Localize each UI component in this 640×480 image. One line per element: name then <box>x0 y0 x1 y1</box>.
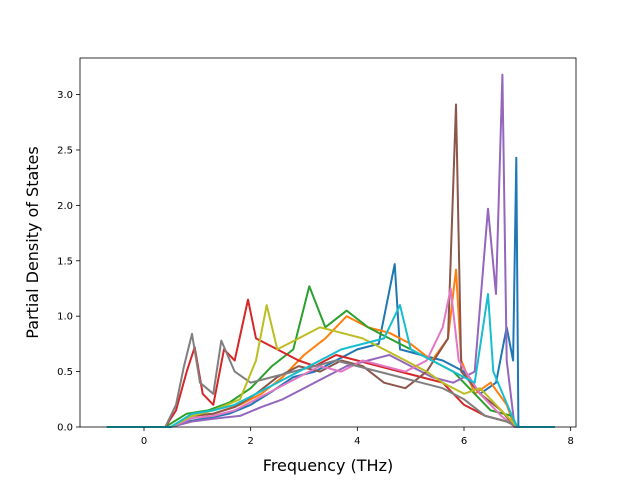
series-layer <box>106 73 555 428</box>
y-axis-label: Partial Density of States <box>23 146 42 338</box>
y-tick-label: 2.5 <box>57 145 73 156</box>
axes-frame <box>79 57 577 428</box>
x-tick-label: 6 <box>461 436 467 447</box>
series-line-5 <box>106 73 555 428</box>
y-tick-label: 3.0 <box>57 90 73 101</box>
x-axis: 0 2 4 6 8 <box>141 427 574 447</box>
y-tick-label: 1.0 <box>57 312 73 323</box>
x-axis-label: Frequency (THz) <box>263 456 393 475</box>
x-tick-label: 4 <box>354 436 360 447</box>
y-tick-label: 0.5 <box>57 367 73 378</box>
x-tick-label: 2 <box>247 436 253 447</box>
y-tick-label: 0.0 <box>57 423 73 434</box>
x-tick-label: 0 <box>141 436 147 447</box>
series-line-6 <box>106 103 555 428</box>
x-tick-label: 8 <box>567 436 573 447</box>
series-line-1 <box>106 156 555 428</box>
y-tick-label: 2.0 <box>57 201 73 212</box>
y-axis: 0.0 0.5 1.0 1.5 2.0 2.5 3.0 <box>57 90 80 434</box>
series-line-9 <box>106 304 555 428</box>
series-line-10 <box>106 293 555 428</box>
y-tick-label: 1.5 <box>57 256 73 267</box>
series-line-3 <box>106 285 555 428</box>
